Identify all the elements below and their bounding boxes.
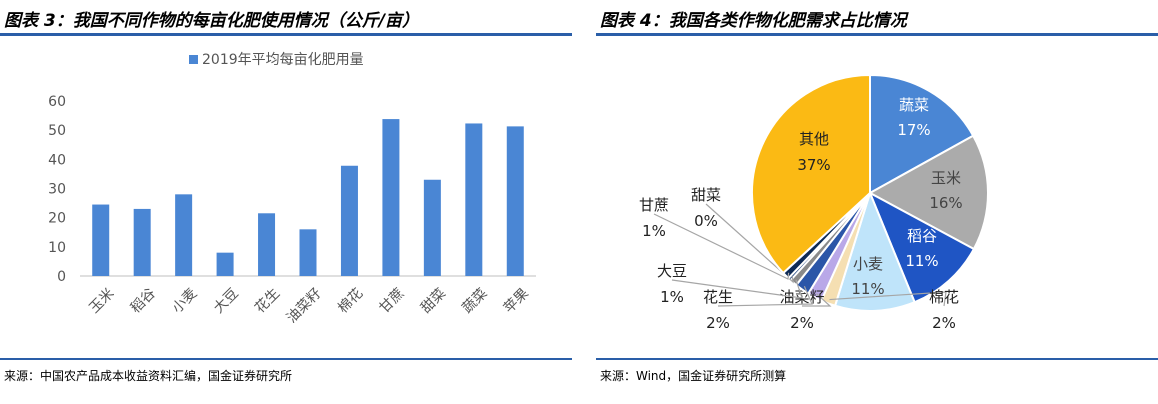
bar [258, 213, 276, 276]
slice-label: 甜菜 [691, 186, 721, 204]
x-tick-label: 蔬菜 [459, 285, 490, 316]
leader-line [802, 293, 832, 307]
source-rule [596, 358, 1158, 360]
pie-slice [751, 73, 871, 275]
pie-slice [833, 190, 916, 312]
leader-line [653, 213, 790, 280]
slice-value: 2% [706, 314, 730, 332]
bar-chart-panel: 图表 3：我国不同作物的每亩化肥使用情况（公斤/亩） 2019年平均每亩化肥用量… [0, 0, 572, 404]
pie-chart-source: 来源：Wind，国金证券研究所测算 [600, 369, 787, 383]
leader-line [829, 291, 947, 307]
leader-line [671, 279, 803, 299]
slice-label: 小麦 [853, 255, 883, 273]
slice-value: 2% [790, 314, 814, 332]
pie-slice [869, 73, 975, 195]
leader-line [705, 203, 794, 284]
slice-label: 大豆 [657, 262, 687, 280]
title-rule [596, 33, 1158, 36]
slice-label: 花生 [703, 288, 733, 306]
slice-value: 0% [694, 212, 718, 230]
y-tick-label: 10 [48, 240, 66, 256]
title-rule [0, 33, 572, 36]
pie-chart-title: 图表 4：我国各类作物化肥需求占比情况 [600, 11, 907, 31]
y-tick-label: 60 [48, 94, 66, 110]
pie-chart-panel: 图表 4：我国各类作物化肥需求占比情况 蔬菜 17% 玉米 16% 稻谷 11% 小麦 11%… [596, 0, 1158, 404]
legend-swatch [189, 55, 198, 64]
x-tick-label: 油菜籽 [284, 285, 325, 326]
bar [92, 204, 110, 276]
x-tick-label: 棉花 [334, 285, 366, 317]
slice-value: 1% [642, 222, 666, 240]
x-tick-label: 玉米 [86, 285, 117, 316]
slice-value: 17% [897, 121, 930, 139]
bar [423, 179, 441, 276]
x-tick-label: 花生 [252, 285, 283, 316]
x-tick-label: 苹果 [501, 285, 532, 316]
y-tick-label: 0 [57, 269, 66, 285]
bar [299, 229, 317, 276]
bar [340, 165, 358, 276]
slice-value: 2% [932, 314, 956, 332]
bar [382, 119, 400, 276]
bar [175, 194, 193, 276]
slice-value: 11% [851, 280, 884, 298]
bar [133, 208, 151, 276]
bar [216, 252, 234, 276]
bar-chart-title: 图表 3：我国不同作物的每亩化肥使用情况（公斤/亩） [4, 11, 419, 31]
slice-label: 蔬菜 [899, 96, 929, 114]
slice-value: 11% [905, 252, 938, 270]
slice-label: 甘蔗 [639, 196, 669, 214]
bar [465, 123, 483, 276]
slice-value: 1% [660, 288, 684, 306]
slice-label: 棉花 [929, 288, 959, 306]
source-rule [0, 358, 572, 360]
slice-value: 16% [929, 194, 962, 212]
x-tick-label: 大豆 [211, 285, 242, 316]
slice-value: 37% [797, 156, 830, 174]
bar [506, 126, 524, 276]
y-tick-label: 50 [48, 123, 66, 139]
leader-line [717, 285, 813, 307]
y-tick-label: 40 [48, 152, 66, 168]
legend-label: 2019年平均每亩化肥用量 [202, 51, 364, 68]
x-tick-label: 甜菜 [418, 285, 449, 316]
y-tick-label: 20 [48, 211, 66, 227]
bar-chart: 2019年平均每亩化肥用量 0 10 20 30 40 50 60 玉米 稻谷 小麦 大豆 花生 油菜籽棉… [48, 51, 536, 326]
x-tick-label: 甘蔗 [377, 285, 408, 316]
slice-label: 其他 [799, 130, 829, 148]
x-tick-label: 稻谷 [128, 285, 159, 316]
pie-slice [868, 190, 976, 304]
pie-slice [867, 134, 989, 251]
x-tick-label: 小麦 [169, 285, 200, 316]
bar-chart-source: 来源：中国农产品成本收益资料汇编，国金证券研究所 [4, 369, 293, 383]
slice-label: 玉米 [931, 169, 961, 187]
slice-label: 稻谷 [907, 227, 937, 245]
y-tick-label: 30 [48, 182, 66, 198]
